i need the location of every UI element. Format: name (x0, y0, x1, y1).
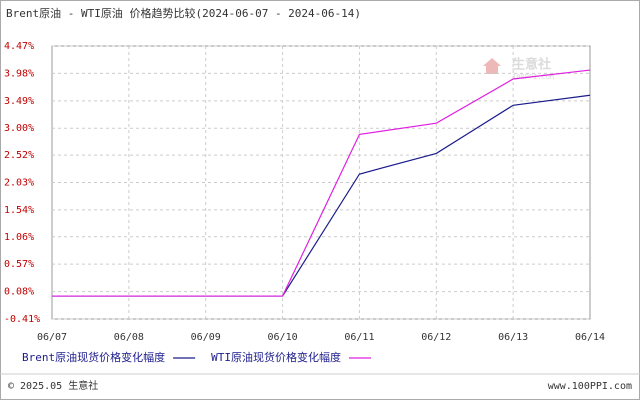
x-tick-label: 06/13 (498, 332, 528, 343)
x-tick-label: 06/07 (37, 332, 67, 343)
watermark-name: 生意社 (512, 57, 551, 73)
footer-site: www.100PPI.com (548, 381, 632, 392)
y-tick-label: -0.41% (4, 314, 40, 325)
x-tick-label: 06/12 (421, 332, 451, 343)
y-tick-label: 4.47% (4, 41, 34, 52)
x-tick-label: 06/08 (114, 332, 144, 343)
x-tick-label: 06/11 (344, 332, 374, 343)
chart-title: Brent原油 - WTI原油 价格趋势比较(2024-06-07 - 2024… (6, 6, 361, 20)
y-tick-label: 1.06% (4, 232, 34, 243)
watermark-logo (483, 58, 501, 74)
y-tick-label: 3.00% (4, 123, 34, 134)
y-tick-label: 1.54% (4, 205, 34, 216)
x-tick-label: 06/14 (575, 332, 605, 343)
y-tick-label: 0.57% (4, 259, 34, 270)
legend-label: Brent原油现货价格变化幅度 (22, 350, 165, 364)
y-tick-label: 2.52% (4, 150, 34, 161)
footer-copyright: © 2025.05 生意社 (8, 379, 98, 392)
legend-label: WTI原油现货价格变化幅度 (211, 350, 341, 364)
y-tick-label: 0.08% (4, 287, 34, 298)
series-line (52, 69, 591, 297)
y-tick-label: 2.03% (4, 178, 34, 189)
x-tick-label: 06/09 (191, 332, 221, 343)
y-tick-label: 3.98% (4, 68, 34, 79)
x-tick-label: 06/10 (268, 332, 298, 343)
y-tick-label: 3.49% (4, 96, 34, 107)
